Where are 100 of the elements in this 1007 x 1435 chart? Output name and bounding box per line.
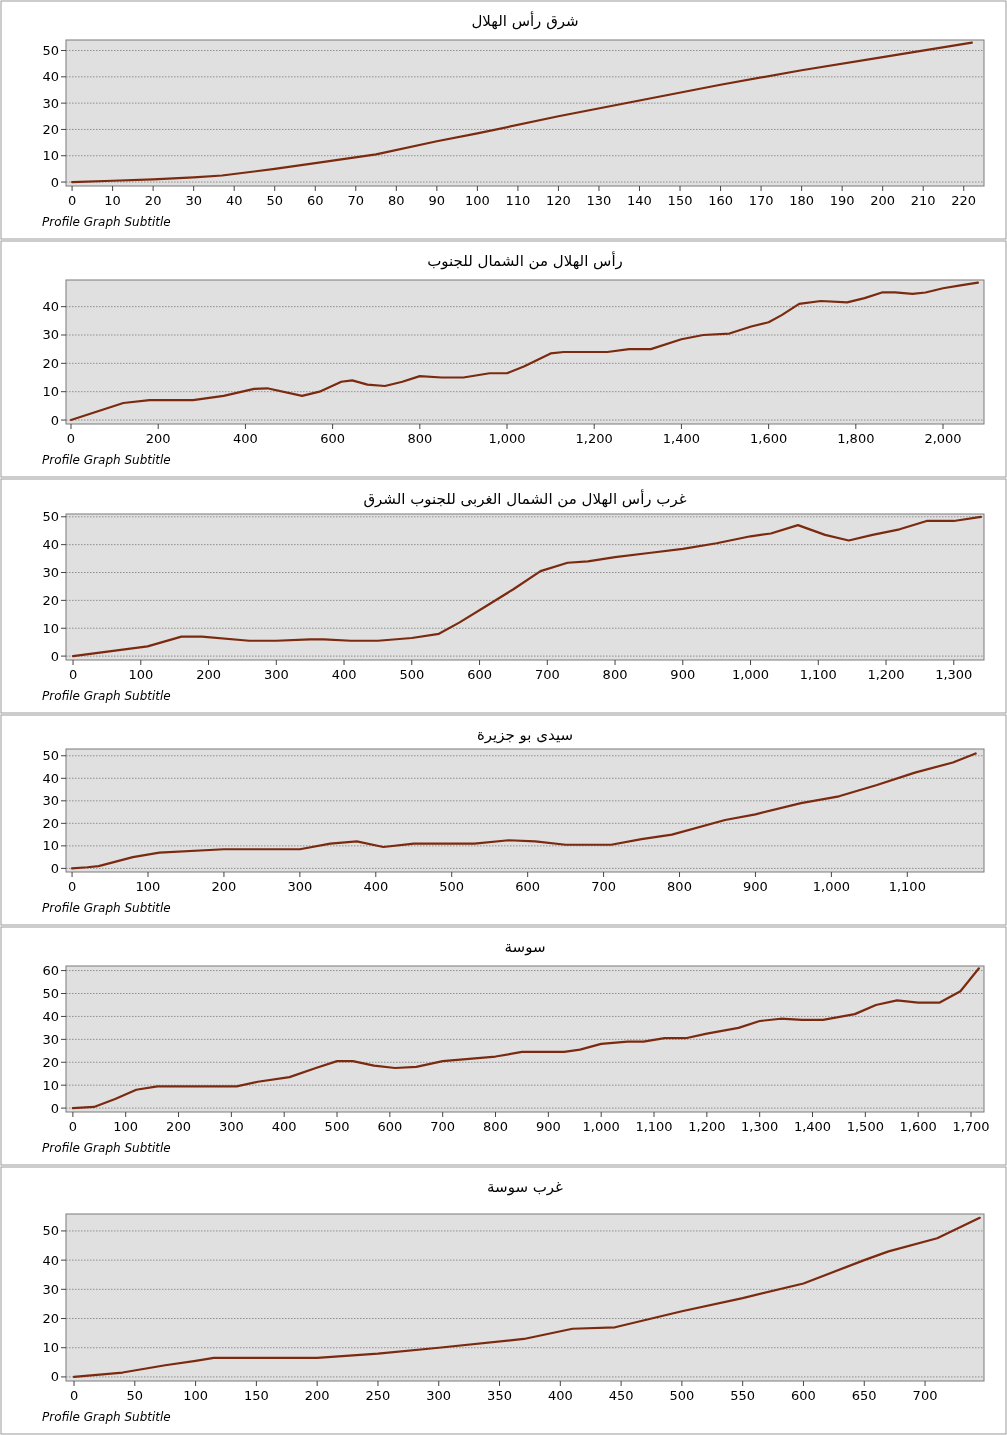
x-tick-label: 100: [183, 1388, 209, 1403]
x-tick-label: 1,200: [867, 667, 905, 682]
x-tick-label: 1,600: [750, 431, 788, 446]
x-tick-label: 1,000: [731, 667, 770, 682]
chart-title: سوسة: [504, 938, 546, 956]
y-tick-label: 30: [42, 95, 59, 111]
y-tick-label: 60: [42, 963, 59, 979]
x-tick-label: 900: [743, 879, 768, 894]
y-tick-label: 10: [42, 384, 59, 400]
x-tick-label: 400: [233, 431, 258, 446]
x-tick-label: 300: [218, 1119, 244, 1134]
y-tick-label: 40: [42, 537, 59, 553]
x-tick-label: 130: [586, 193, 612, 208]
x-tick-label: 1,700: [952, 1119, 990, 1134]
x-tick-label: 0: [67, 879, 77, 894]
text: Profile Graph Subtitle: [42, 215, 171, 229]
text: Profile Graph Subtitle: [42, 689, 171, 703]
y-tick-label: 50: [42, 509, 59, 525]
y-tick-label: 10: [42, 620, 59, 636]
x-tick-label: 1,100: [799, 667, 837, 682]
x-tick-label: 1,100: [635, 1119, 673, 1134]
x-tick-label: 500: [669, 1388, 695, 1403]
x-tick-label: 50: [266, 193, 283, 208]
chart-title: غرب رأس الهلال من الشمال الغربى للجنوب الشرق: [363, 489, 687, 508]
y-tick-label: 10: [42, 1340, 59, 1356]
y-tick-label: 40: [42, 1252, 59, 1268]
x-tick-label: 1,400: [662, 431, 701, 446]
x-tick-label: 400: [331, 667, 357, 682]
x-tick-label: 80: [388, 193, 405, 208]
y-tick-label: 30: [42, 327, 59, 343]
chart-title: غرب سوسة: [487, 1178, 564, 1196]
x-tick-label: 900: [535, 1119, 561, 1134]
x-tick-label: 180: [789, 193, 815, 208]
x-tick-label: 1,600: [899, 1119, 937, 1134]
x-tick-label: 900: [670, 667, 696, 682]
x-tick-label: 0: [67, 193, 77, 208]
x-tick-label: 1,300: [935, 667, 973, 682]
x-tick-label: 400: [271, 1119, 297, 1134]
x-tick-label: 600: [320, 431, 346, 446]
x-tick-label: 150: [667, 193, 693, 208]
chart-title: سيدى بو جزيرة: [476, 726, 574, 744]
x-tick-label: 100: [128, 667, 154, 682]
x-tick-label: 550: [730, 1388, 756, 1403]
x-tick-label: 120: [546, 193, 571, 208]
text: Profile Graph Subtitle: [42, 1410, 171, 1424]
x-tick-label: 700: [591, 879, 616, 894]
y-tick-label: 40: [42, 1008, 59, 1024]
x-tick-label: 150: [243, 1388, 269, 1403]
x-tick-label: 450: [608, 1388, 634, 1403]
y-tick-label: 10: [42, 838, 59, 854]
x-tick-label: 60: [306, 193, 324, 208]
y-tick-label: 0: [50, 174, 59, 190]
y-tick-label: 40: [42, 69, 59, 85]
x-tick-label: 140: [627, 193, 652, 208]
x-tick-label: 500: [399, 667, 425, 682]
y-tick-label: 0: [50, 860, 59, 876]
x-tick-label: 200: [166, 1119, 191, 1134]
x-tick-label: 400: [547, 1388, 573, 1403]
x-tick-label: 800: [407, 431, 433, 446]
y-tick-label: 50: [42, 748, 59, 764]
y-tick-label: 50: [42, 1223, 59, 1239]
x-tick-label: 200: [304, 1388, 330, 1403]
x-tick-label: 90: [428, 193, 446, 208]
x-tick-label: 1,000: [488, 431, 526, 446]
x-tick-label: 800: [667, 879, 692, 894]
x-tick-label: 220: [951, 193, 977, 208]
x-tick-label: 400: [363, 879, 389, 894]
x-tick-label: 650: [851, 1388, 877, 1403]
x-tick-label: 300: [263, 667, 289, 682]
x-tick-label: 0: [69, 1388, 79, 1403]
x-tick-label: 1,500: [846, 1119, 884, 1134]
x-tick-label: 200: [870, 193, 896, 208]
x-tick-label: 500: [324, 1119, 350, 1134]
text: Profile Graph Subtitle: [42, 453, 171, 467]
x-tick-label: 70: [347, 193, 365, 208]
y-tick-label: 10: [42, 148, 59, 164]
x-tick-label: 200: [145, 431, 171, 446]
x-tick-label: 200: [196, 667, 221, 682]
y-tick-label: 0: [50, 1100, 59, 1116]
x-tick-label: 300: [426, 1388, 452, 1403]
x-tick-label: 50: [126, 1388, 144, 1403]
x-tick-label: 1,400: [793, 1119, 832, 1134]
y-tick-label: 20: [42, 1311, 59, 1327]
y-tick-label: 20: [42, 815, 59, 831]
x-tick-label: 110: [505, 193, 531, 208]
x-tick-label: 160: [708, 193, 733, 208]
x-tick-label: 30: [185, 193, 202, 208]
y-tick-label: 30: [42, 793, 59, 809]
x-tick-label: 2,000: [924, 431, 962, 446]
x-tick-label: 0: [68, 1119, 78, 1134]
x-tick-label: 300: [287, 879, 313, 894]
x-tick-label: 0: [68, 667, 78, 682]
x-tick-label: 1,200: [688, 1119, 726, 1134]
y-tick-label: 20: [42, 355, 59, 371]
text: Profile Graph Subtitle: [42, 901, 171, 915]
x-tick-label: 800: [483, 1119, 508, 1134]
x-tick-label: 200: [211, 879, 237, 894]
y-tick-label: 30: [42, 565, 59, 581]
x-tick-label: 350: [487, 1388, 512, 1403]
y-tick-label: 40: [42, 299, 59, 315]
